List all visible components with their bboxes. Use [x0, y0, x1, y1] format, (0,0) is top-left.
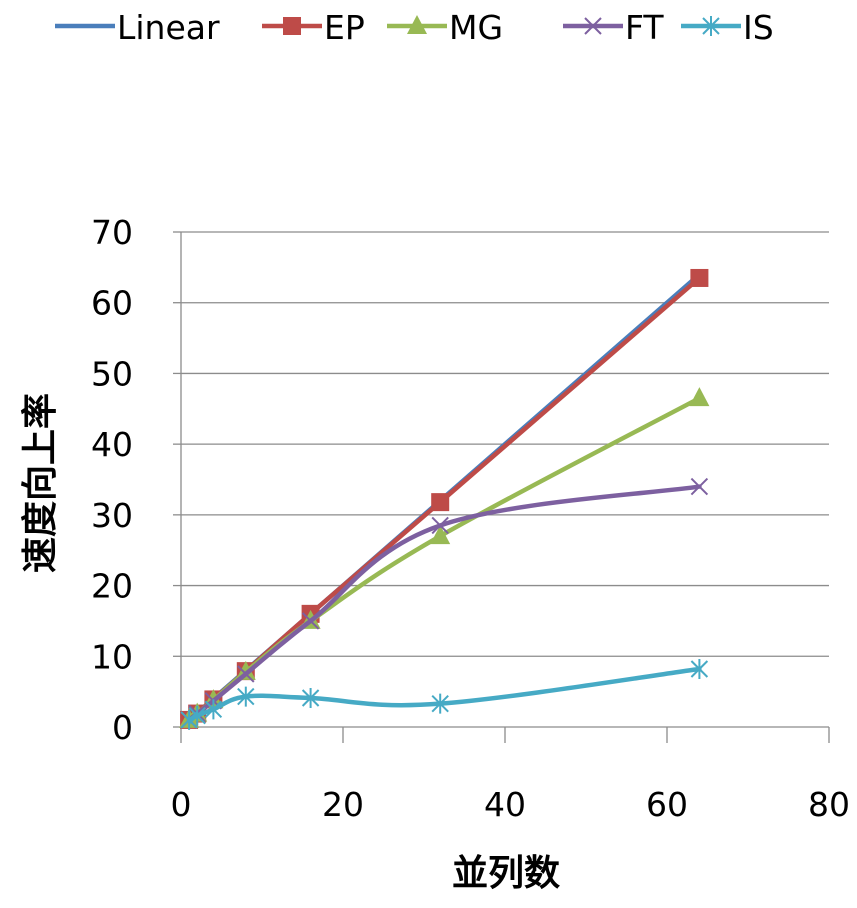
data-point: [690, 477, 709, 496]
data-point: [204, 699, 223, 720]
x-tick-label: 40: [484, 785, 526, 824]
x-tick-label: 60: [646, 785, 688, 824]
legend-label: EP: [324, 8, 365, 47]
legend-item-ep: EP: [262, 8, 365, 47]
y-axis-title: 速度向上率: [20, 393, 61, 573]
series-is: [180, 659, 709, 730]
y-tick-label: 20: [91, 567, 133, 606]
legend-label: IS: [743, 8, 774, 47]
y-tick-label: 30: [91, 496, 133, 535]
legend-marker: [407, 15, 427, 34]
data-point: [301, 612, 320, 630]
y-tick-label: 40: [91, 425, 133, 464]
gridlines: [181, 231, 829, 657]
data-point: [689, 387, 710, 407]
y-tick-labels: 0 10 20 30 40 50 60 70: [91, 213, 133, 747]
legend-item-ft: FT: [563, 8, 664, 47]
y-tick-label: 0: [112, 708, 133, 747]
axes: [173, 231, 830, 743]
legend-label: Linear: [117, 8, 220, 47]
legend-label: MG: [449, 8, 503, 47]
data-point: [235, 660, 256, 680]
series-mg: [179, 387, 710, 728]
x-tick-label: 20: [322, 785, 364, 824]
x-tick-label: 80: [808, 785, 850, 824]
data-point: [180, 709, 198, 730]
legend-label: FT: [625, 8, 664, 47]
legend-item-is: IS: [681, 8, 774, 47]
data-point: [237, 686, 255, 707]
data-point: [690, 659, 709, 680]
legend-marker: [702, 16, 720, 36]
data-point: [188, 705, 206, 726]
data-point: [431, 693, 449, 714]
x-tick-label: 0: [171, 785, 192, 824]
data-point: [237, 665, 255, 683]
y-tick-label: 10: [91, 637, 133, 676]
data-point: [430, 525, 451, 545]
data-point: [431, 516, 449, 535]
legend-marker: [584, 17, 602, 35]
data-point: [301, 688, 320, 709]
y-tick-label: 50: [91, 354, 133, 393]
series-line: [186, 666, 702, 723]
legend-item-linear: Linear: [55, 8, 220, 47]
series-ft: [180, 477, 709, 729]
x-tick-labels: 0 20 40 60 80: [171, 785, 851, 824]
series-group: [179, 268, 710, 730]
data-point: [690, 268, 709, 287]
series-line: [186, 395, 702, 723]
x-axis-title: 並列数: [452, 853, 560, 894]
legend-item-mg: MG: [387, 8, 503, 47]
legend-marker: [283, 17, 301, 35]
y-tick-label: 70: [91, 213, 133, 252]
data-point: [431, 493, 450, 512]
legend: Linear EP MG FT IS: [55, 8, 774, 47]
y-tick-label: 60: [91, 284, 133, 323]
